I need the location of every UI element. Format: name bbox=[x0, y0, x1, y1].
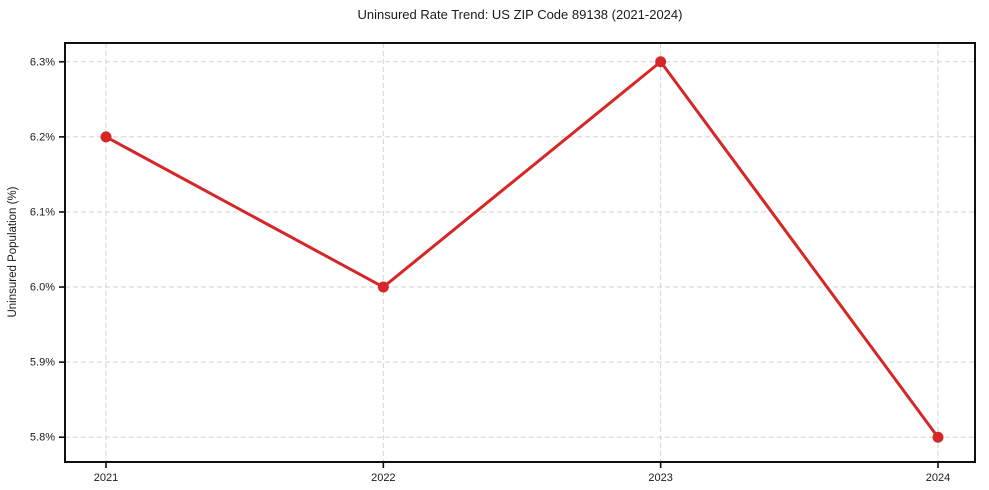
data-point bbox=[377, 281, 389, 293]
data-line bbox=[104, 60, 940, 439]
data-point bbox=[932, 431, 944, 443]
y-tick-label: 6.3% bbox=[30, 56, 55, 68]
chart-title: Uninsured Rate Trend: US ZIP Code 89138 … bbox=[357, 7, 683, 22]
y-tick-label: 6.2% bbox=[30, 131, 55, 143]
data-point bbox=[655, 56, 667, 68]
y-tick-label: 6.1% bbox=[30, 206, 55, 218]
x-tick-label: 2024 bbox=[926, 472, 950, 484]
x-tick-label: 2023 bbox=[648, 472, 672, 484]
plot-frame bbox=[64, 42, 976, 463]
y-tick-label: 5.9% bbox=[30, 357, 55, 369]
y-tick-label: 5.8% bbox=[30, 432, 55, 444]
data-point bbox=[100, 131, 112, 143]
x-tick-label: 2022 bbox=[371, 472, 395, 484]
x-tick-label: 2021 bbox=[94, 472, 118, 484]
y-tick-label: 6.0% bbox=[30, 282, 55, 294]
